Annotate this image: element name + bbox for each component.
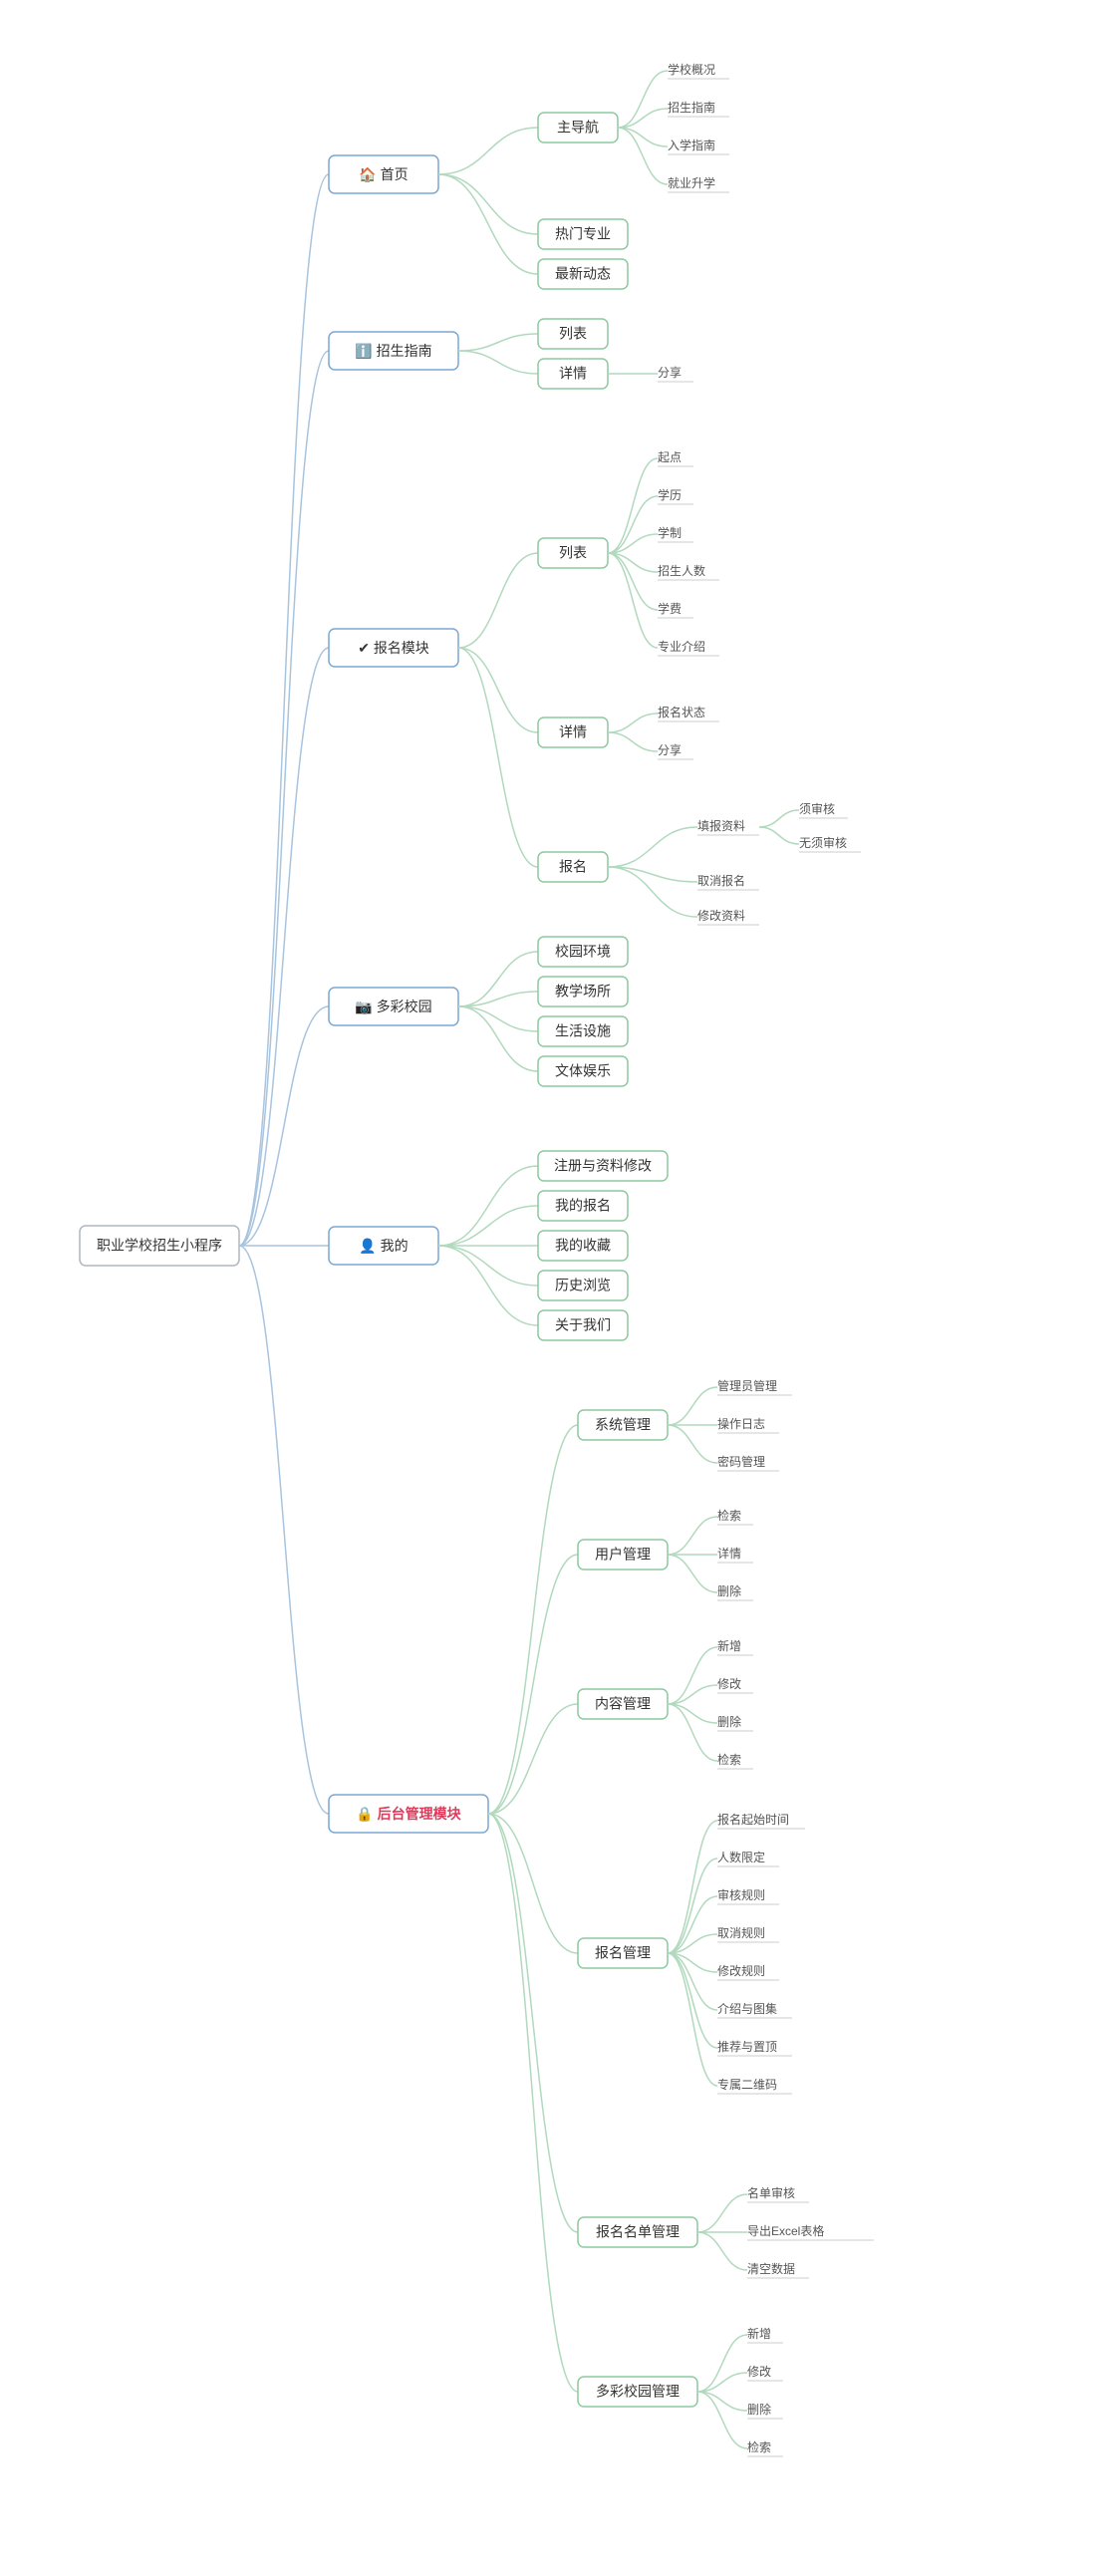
svg-text:删除: 删除 — [717, 1583, 741, 1598]
svg-text:生活设施: 生活设施 — [555, 1023, 611, 1039]
svg-text:最新动态: 最新动态 — [555, 266, 611, 282]
svg-text:注册与资料修改: 注册与资料修改 — [554, 1158, 652, 1174]
svg-text:分享: 分享 — [658, 742, 682, 757]
svg-text:取消规则: 取消规则 — [717, 1925, 765, 1940]
svg-text:详情: 详情 — [717, 1546, 741, 1561]
svg-text:须审核: 须审核 — [799, 801, 835, 816]
svg-text:主导航: 主导航 — [557, 120, 599, 136]
svg-text:报名起始时间: 报名起始时间 — [717, 1812, 789, 1827]
svg-text:清空数据: 清空数据 — [747, 2261, 795, 2276]
svg-text:✔ 报名模块: ✔ 报名模块 — [358, 640, 429, 656]
svg-text:系统管理: 系统管理 — [595, 1417, 651, 1433]
svg-text:新增: 新增 — [747, 2326, 771, 2341]
svg-text:热门专业: 热门专业 — [555, 226, 611, 242]
svg-text:报名名单管理: 报名名单管理 — [596, 2224, 680, 2240]
svg-text:删除: 删除 — [747, 2402, 771, 2417]
svg-text:密码管理: 密码管理 — [717, 1454, 765, 1469]
svg-text:🔒 后台管理模块: 🔒 后台管理模块 — [356, 1806, 461, 1823]
svg-text:入学指南: 入学指南 — [668, 138, 715, 152]
svg-text:历史浏览: 历史浏览 — [555, 1278, 611, 1293]
svg-text:就业升学: 就业升学 — [668, 175, 715, 190]
svg-text:专属二维码: 专属二维码 — [717, 2077, 777, 2092]
svg-text:关于我们: 关于我们 — [555, 1317, 611, 1333]
svg-text:修改规则: 修改规则 — [717, 1963, 765, 1978]
svg-text:📷 多彩校园: 📷 多彩校园 — [355, 999, 431, 1015]
svg-text:起点: 起点 — [658, 450, 682, 464]
svg-text:招生人数: 招生人数 — [658, 563, 705, 578]
svg-text:推荐与置顶: 推荐与置顶 — [717, 2040, 777, 2054]
svg-text:报名管理: 报名管理 — [595, 1945, 651, 1961]
svg-text:报名状态: 报名状态 — [658, 705, 705, 719]
svg-text:取消报名: 取消报名 — [697, 873, 745, 888]
svg-text:详情: 详情 — [559, 724, 587, 740]
svg-text:名单审核: 名单审核 — [747, 2185, 795, 2200]
svg-text:文体娱乐: 文体娱乐 — [555, 1063, 611, 1079]
svg-text:检索: 检索 — [747, 2439, 771, 2454]
svg-text:内容管理: 内容管理 — [595, 1696, 651, 1712]
svg-text:修改: 修改 — [747, 2364, 771, 2379]
svg-text:新增: 新增 — [717, 1638, 741, 1653]
svg-text:我的报名: 我的报名 — [555, 1198, 611, 1214]
svg-text:职业学校招生小程序: 职业学校招生小程序 — [97, 1238, 222, 1254]
svg-text:学费: 学费 — [658, 601, 682, 616]
svg-text:检索: 检索 — [717, 1752, 741, 1767]
svg-text:列表: 列表 — [559, 545, 587, 561]
svg-text:用户管理: 用户管理 — [595, 1547, 651, 1563]
svg-text:学校概况: 学校概况 — [668, 62, 715, 77]
svg-text:检索: 检索 — [717, 1508, 741, 1523]
svg-text:教学场所: 教学场所 — [555, 984, 611, 1000]
svg-text:修改资料: 修改资料 — [697, 908, 745, 923]
svg-text:审核规则: 审核规则 — [717, 1887, 765, 1902]
svg-text:分享: 分享 — [658, 365, 682, 380]
svg-text:操作日志: 操作日志 — [717, 1416, 765, 1431]
svg-text:详情: 详情 — [559, 366, 587, 382]
svg-text:填报资料: 填报资料 — [697, 818, 745, 833]
svg-text:导出Excel表格: 导出Excel表格 — [747, 2223, 824, 2238]
mindmap-svg: 职业学校招生小程序 🏠 首页 ℹ️ 招生指南 ✔ 报名模块 📷 多彩校园 👤 我的 🔒 后台… — [0, 0, 1098, 2576]
svg-text:招生指南: 招生指南 — [668, 100, 715, 115]
svg-text:我的收藏: 我的收藏 — [555, 1238, 611, 1254]
svg-text:学历: 学历 — [658, 487, 682, 502]
svg-text:多彩校园管理: 多彩校园管理 — [596, 2384, 680, 2400]
svg-text:报名: 报名 — [559, 859, 587, 875]
svg-text:👤 我的: 👤 我的 — [359, 1238, 408, 1255]
svg-text:修改: 修改 — [717, 1676, 741, 1691]
svg-text:学制: 学制 — [658, 525, 682, 540]
svg-text:专业介绍: 专业介绍 — [658, 639, 705, 654]
svg-text:ℹ️ 招生指南: ℹ️ 招生指南 — [355, 343, 431, 360]
svg-text:人数限定: 人数限定 — [717, 1850, 765, 1864]
svg-text:🏠 首页: 🏠 首页 — [359, 166, 408, 183]
svg-text:无须审核: 无须审核 — [799, 835, 847, 850]
svg-text:删除: 删除 — [717, 1714, 741, 1729]
svg-text:列表: 列表 — [559, 326, 587, 342]
svg-text:管理员管理: 管理员管理 — [717, 1378, 777, 1393]
svg-text:校园环境: 校园环境 — [555, 944, 611, 960]
svg-text:介绍与图集: 介绍与图集 — [717, 2001, 777, 2016]
